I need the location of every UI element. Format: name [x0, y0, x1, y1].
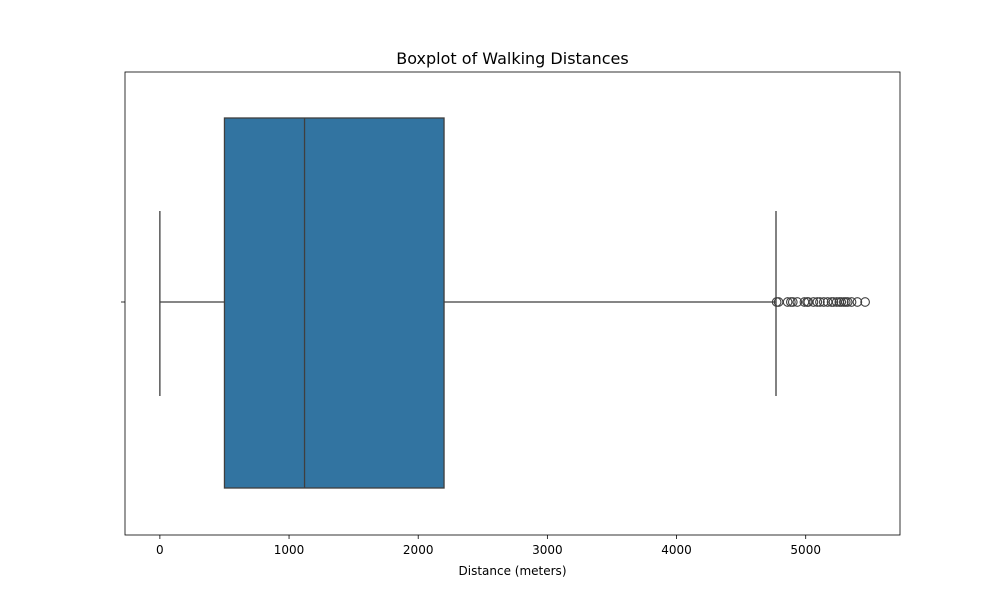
outlier-point — [828, 297, 839, 307]
outlier-point — [782, 297, 793, 307]
outlier-point — [836, 297, 847, 307]
outlier-point — [792, 297, 803, 307]
x-tick-label: 2000 — [403, 543, 434, 557]
outlier-point — [808, 297, 819, 307]
x-tick-label: 3000 — [532, 543, 563, 557]
outlier-point — [815, 297, 825, 307]
x-axis-ticks: 0 1000 2000 3000 4000 5000 — [156, 535, 821, 557]
outlier-point — [842, 297, 853, 307]
plot-area — [159, 117, 870, 489]
iqr-box — [223, 117, 445, 489]
axes-frame — [124, 71, 901, 536]
outlier-point — [818, 297, 829, 307]
chart-title: Boxplot of Walking Distances — [396, 49, 628, 68]
x-tick-label: 0 — [156, 543, 164, 557]
x-tick-label: 5000 — [790, 543, 821, 557]
outlier-point — [860, 297, 870, 307]
outlier-point — [812, 297, 823, 307]
x-tick-label: 1000 — [274, 543, 305, 557]
outlier-point — [846, 297, 857, 307]
outlier-point — [852, 297, 863, 307]
outlier-point — [787, 297, 798, 307]
x-axis-label: Distance (meters) — [459, 564, 567, 578]
x-tick-label: 4000 — [661, 543, 692, 557]
